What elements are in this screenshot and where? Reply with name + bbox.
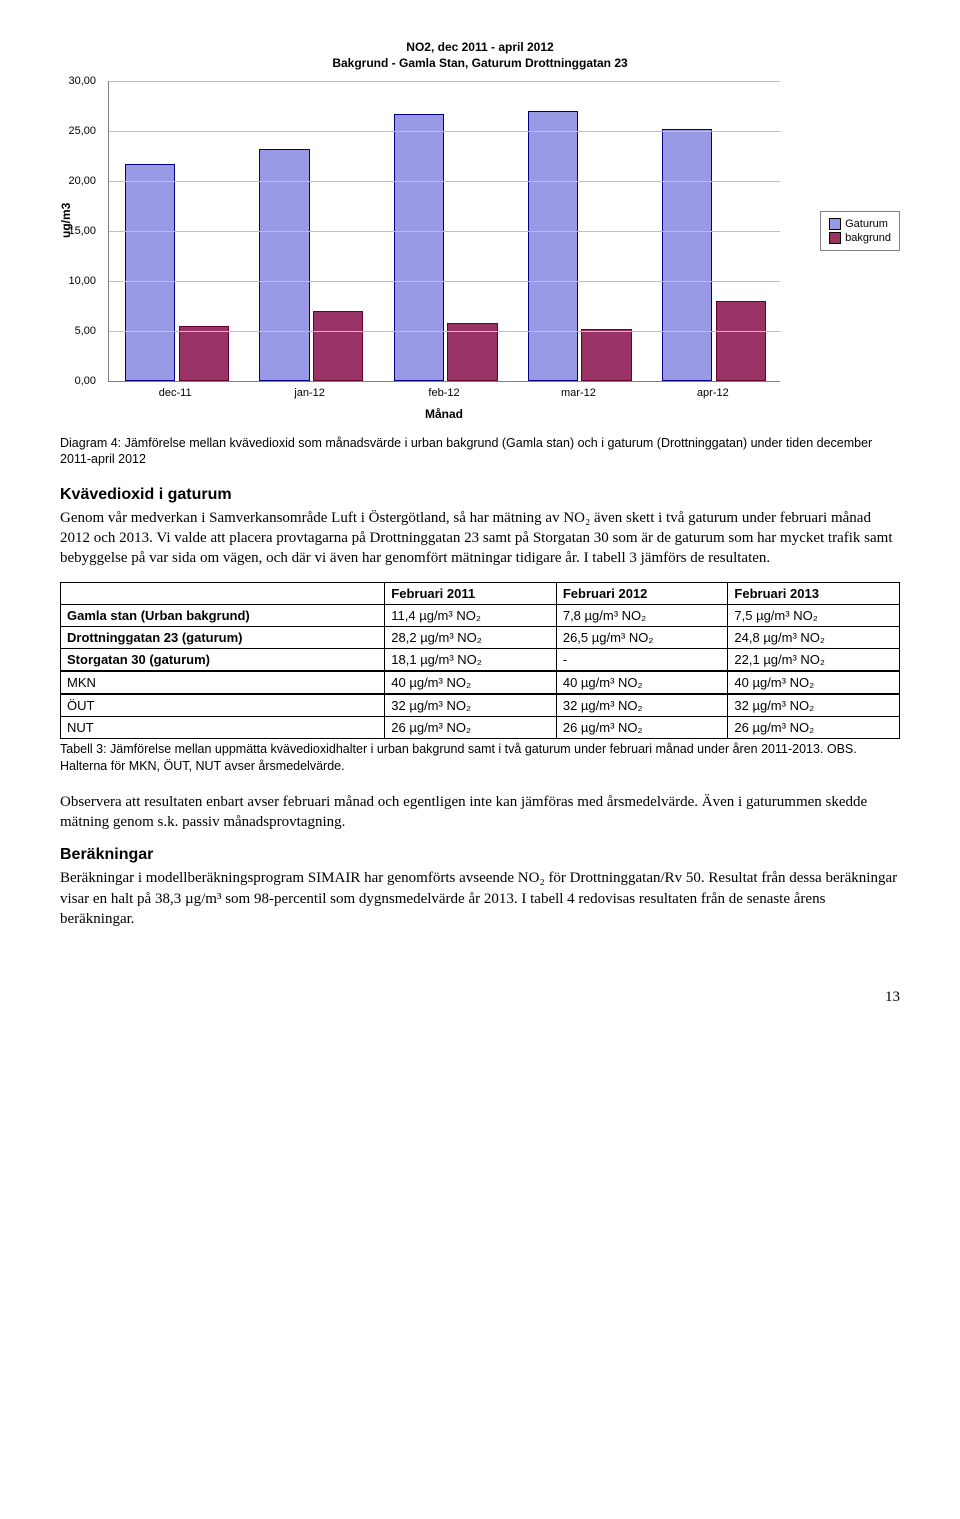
bar-chart: ug/m3 0,005,0010,0015,0020,0025,0030,00 …	[60, 81, 900, 431]
legend-item: Gaturum	[829, 218, 891, 230]
y-tick-label: 15,00	[68, 225, 96, 237]
y-tick-label: 5,00	[75, 325, 96, 337]
table-row-label: Storgatan 30 (gaturum)	[61, 649, 385, 672]
table-3: Februari 2011Februari 2012Februari 2013 …	[60, 582, 900, 739]
y-tick-label: 20,00	[68, 175, 96, 187]
table-cell: -	[556, 649, 728, 672]
x-tick-label: feb-12	[377, 387, 511, 399]
table-cell: 11,4 µg/m³ NO₂	[385, 605, 557, 627]
section-heading-berakningar: Beräkningar	[60, 846, 900, 864]
table-column-header: Februari 2012	[556, 583, 728, 605]
chart-legend: Gaturum bakgrund	[820, 211, 900, 251]
chart-bar	[259, 149, 309, 381]
chart-bar	[528, 111, 578, 381]
table-3-caption: Tabell 3: Jämförelse mellan uppmätta kvä…	[60, 741, 900, 774]
table-row-label: MKN	[61, 671, 385, 694]
diagram-4-caption: Diagram 4: Jämförelse mellan kvävedioxid…	[60, 435, 900, 468]
table-cell: 40 µg/m³ NO₂	[556, 671, 728, 694]
table-cell: 7,5 µg/m³ NO₂	[728, 605, 900, 627]
section-paragraph-kvavedioxid: Genom vår medverkan i Samverkansområde L…	[60, 508, 900, 569]
table-header-row: Februari 2011Februari 2012Februari 2013	[61, 583, 900, 605]
y-tick-label: 25,00	[68, 125, 96, 137]
table-row: NUT26 µg/m³ NO₂26 µg/m³ NO₂26 µg/m³ NO₂	[61, 717, 900, 739]
chart-title: NO2, dec 2011 - april 2012 Bakgrund - Ga…	[60, 40, 900, 71]
table-row: Storgatan 30 (gaturum)18,1 µg/m³ NO₂-22,…	[61, 649, 900, 672]
table-cell: 26 µg/m³ NO₂	[385, 717, 557, 739]
chart-bar	[581, 329, 631, 381]
legend-label: Gaturum	[845, 218, 888, 230]
y-tick-label: 30,00	[68, 75, 96, 87]
legend-label: bakgrund	[845, 232, 891, 244]
table-cell: 7,8 µg/m³ NO₂	[556, 605, 728, 627]
table-cell: 40 µg/m³ NO₂	[385, 671, 557, 694]
x-axis-label: Månad	[108, 407, 780, 421]
y-tick-label: 10,00	[68, 275, 96, 287]
chart-title-line2: Bakgrund - Gamla Stan, Gaturum Drottning…	[332, 56, 627, 70]
table-row: ÖUT32 µg/m³ NO₂32 µg/m³ NO₂32 µg/m³ NO₂	[61, 694, 900, 717]
table-cell: 26 µg/m³ NO₂	[556, 717, 728, 739]
legend-swatch	[829, 218, 841, 230]
section-paragraph-berakningar: Beräkningar i modellberäkningsprogram SI…	[60, 868, 900, 929]
chart-bar	[662, 129, 712, 381]
table-row: Gamla stan (Urban bakgrund)11,4 µg/m³ NO…	[61, 605, 900, 627]
section-heading-kvavedioxid: Kvävedioxid i gaturum	[60, 486, 900, 504]
x-tick-label: dec-11	[108, 387, 242, 399]
table-row-label: ÖUT	[61, 694, 385, 717]
table-column-header: Februari 2011	[385, 583, 557, 605]
table-column-header	[61, 583, 385, 605]
chart-bar	[125, 164, 175, 381]
page-number: 13	[60, 989, 900, 1006]
table-cell: 26 µg/m³ NO₂	[728, 717, 900, 739]
table-cell: 32 µg/m³ NO₂	[556, 694, 728, 717]
chart-bar	[179, 326, 229, 381]
table-cell: 32 µg/m³ NO₂	[385, 694, 557, 717]
table-row-label: NUT	[61, 717, 385, 739]
table-cell: 22,1 µg/m³ NO₂	[728, 649, 900, 672]
x-tick-label: jan-12	[242, 387, 376, 399]
table-body: Gamla stan (Urban bakgrund)11,4 µg/m³ NO…	[61, 605, 900, 739]
table-row-label: Drottninggatan 23 (gaturum)	[61, 627, 385, 649]
table-row-label: Gamla stan (Urban bakgrund)	[61, 605, 385, 627]
x-axis-ticks: dec-11jan-12feb-12mar-12apr-12	[108, 387, 780, 399]
table-row: Drottninggatan 23 (gaturum)28,2 µg/m³ NO…	[61, 627, 900, 649]
table-cell: 32 µg/m³ NO₂	[728, 694, 900, 717]
y-axis-ticks: 0,005,0010,0015,0020,0025,0030,00	[60, 81, 100, 381]
y-tick-label: 0,00	[75, 375, 96, 387]
table-cell: 28,2 µg/m³ NO₂	[385, 627, 557, 649]
table-column-header: Februari 2013	[728, 583, 900, 605]
legend-item: bakgrund	[829, 232, 891, 244]
legend-swatch	[829, 232, 841, 244]
x-tick-label: apr-12	[646, 387, 780, 399]
chart-bar	[716, 301, 766, 381]
table-cell: 24,8 µg/m³ NO₂	[728, 627, 900, 649]
chart-bar	[394, 114, 444, 381]
chart-plot-area	[108, 81, 780, 382]
x-tick-label: mar-12	[511, 387, 645, 399]
chart-title-line1: NO2, dec 2011 - april 2012	[406, 40, 553, 54]
observera-paragraph: Observera att resultaten enbart avser fe…	[60, 792, 900, 833]
table-cell: 40 µg/m³ NO₂	[728, 671, 900, 694]
chart-bar	[313, 311, 363, 381]
table-cell: 18,1 µg/m³ NO₂	[385, 649, 557, 672]
table-row: MKN40 µg/m³ NO₂40 µg/m³ NO₂40 µg/m³ NO₂	[61, 671, 900, 694]
table-cell: 26,5 µg/m³ NO₂	[556, 627, 728, 649]
